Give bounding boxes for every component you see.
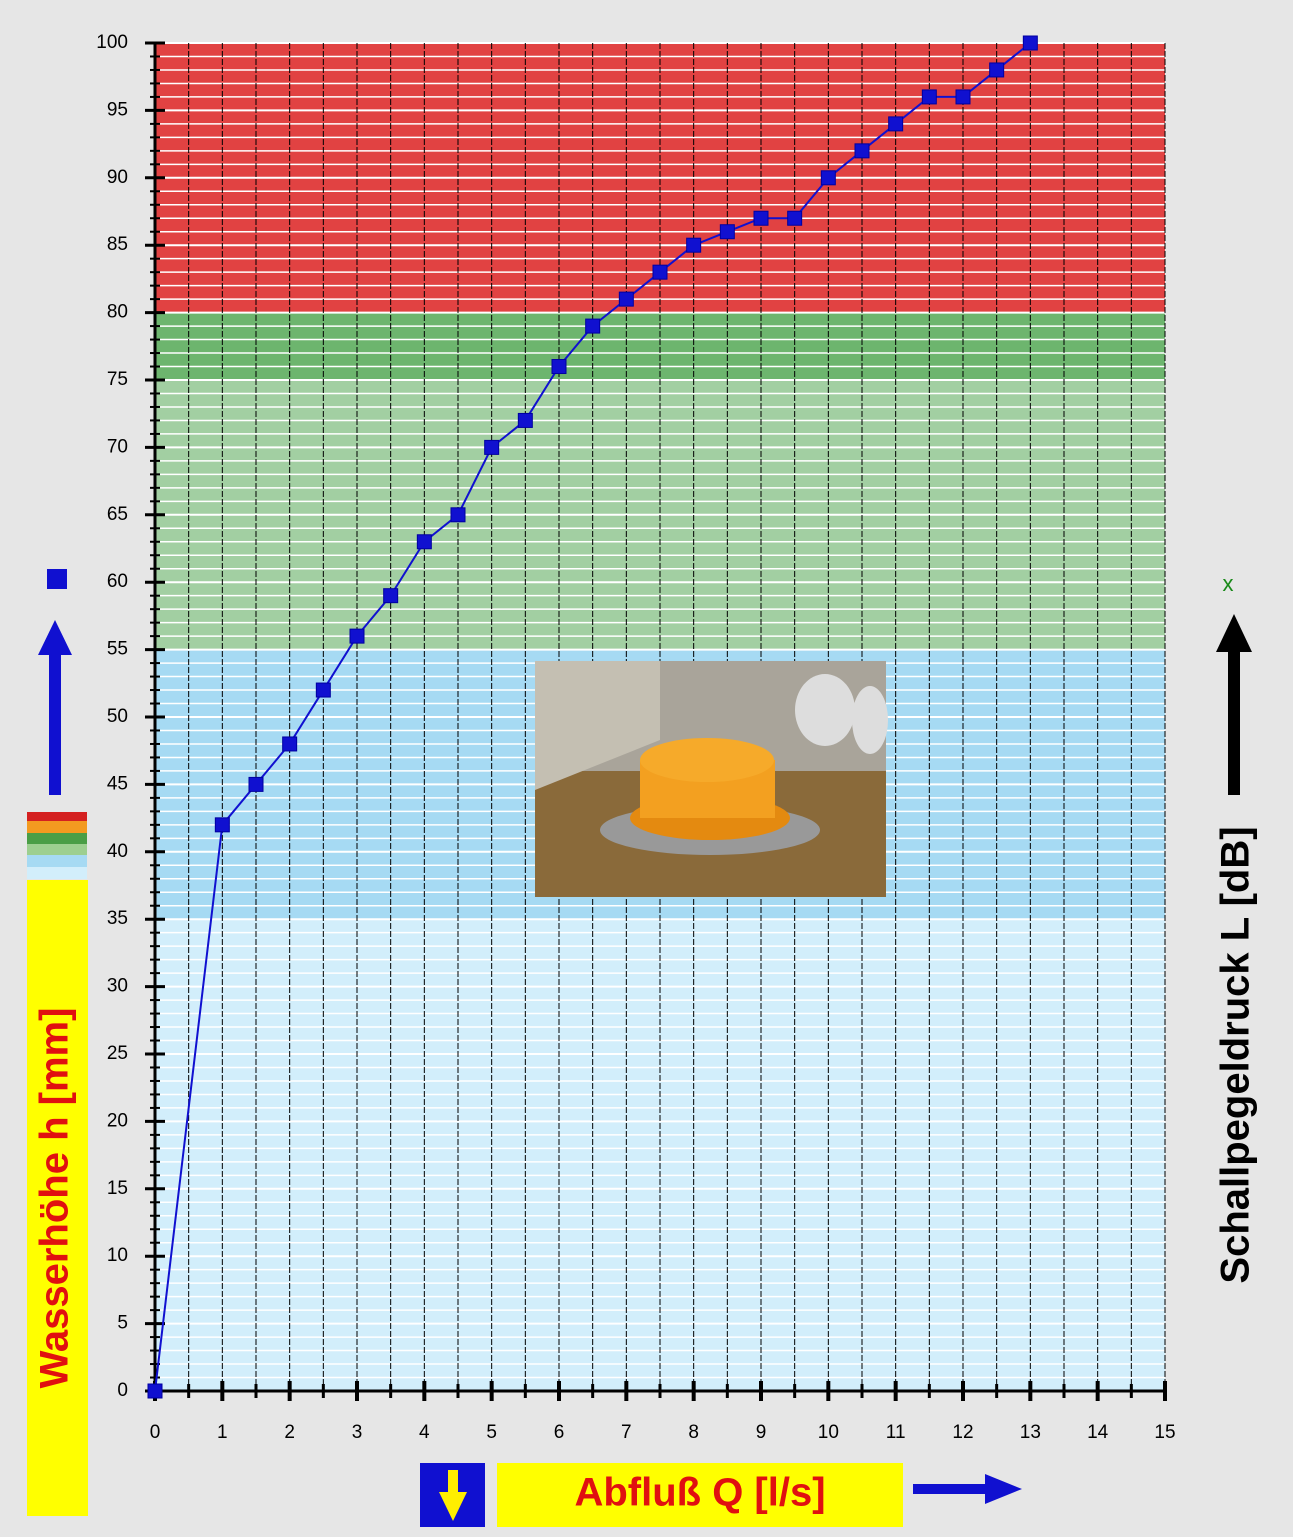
x-tick-label: 5 (486, 1422, 497, 1443)
y-tick-label: 90 (107, 167, 128, 188)
data-point (283, 737, 297, 751)
y-tick-label: 75 (107, 369, 128, 390)
x-tick-label: 4 (419, 1422, 430, 1443)
data-point (889, 117, 903, 131)
y-tick-label: 60 (107, 571, 128, 592)
x-tick-label: 0 (150, 1422, 161, 1443)
x-tick-label: 9 (756, 1422, 767, 1443)
y2-axis-label: Schallpegeldruck L [dB] (1214, 826, 1258, 1283)
legend-marker (47, 569, 67, 589)
y-tick-label: 35 (107, 908, 128, 929)
data-point (316, 683, 330, 697)
y-tick-label: 40 (107, 841, 128, 862)
x-tick-label: 10 (818, 1422, 839, 1443)
data-point (1023, 36, 1037, 50)
data-point (754, 211, 768, 225)
data-point (720, 225, 734, 239)
data-point (215, 818, 229, 832)
y-tick-label: 10 (107, 1245, 128, 1266)
y-tick-label: 20 (107, 1110, 128, 1131)
data-point (922, 90, 936, 104)
x-tick-label: 2 (284, 1422, 295, 1443)
y-tick-label: 5 (117, 1313, 128, 1334)
x-tick-label: 3 (352, 1422, 363, 1443)
data-point (821, 171, 835, 185)
data-point (956, 90, 970, 104)
data-point (148, 1384, 162, 1398)
data-point (552, 360, 566, 374)
x-tick-label: 8 (688, 1422, 699, 1443)
y-tick-label: 85 (107, 234, 128, 255)
x-tick-label: 13 (1020, 1422, 1041, 1443)
data-point (249, 777, 263, 791)
data-point (485, 440, 499, 454)
x-tick-label: 14 (1087, 1422, 1109, 1443)
data-point (384, 589, 398, 603)
x-axis-label: Abfluß Q [l/s] (574, 1471, 825, 1515)
x-tick-label: 6 (554, 1422, 565, 1443)
data-point (788, 211, 802, 225)
data-point (653, 265, 667, 279)
y-tick-label: 45 (107, 773, 128, 794)
y-tick-label: 100 (96, 32, 128, 53)
photo (535, 661, 888, 897)
y-tick-label: 95 (107, 99, 128, 120)
page: 0510152025303540455055606570758085909510… (0, 0, 1293, 1537)
x-tick-label: 7 (621, 1422, 632, 1443)
data-point (350, 629, 364, 643)
y-tick-label: 25 (107, 1043, 128, 1064)
data-point (990, 63, 1004, 77)
y-tick-label: 80 (107, 302, 128, 323)
y-tick-label: 15 (107, 1178, 128, 1199)
data-point (586, 319, 600, 333)
data-point (518, 413, 532, 427)
data-point (619, 292, 633, 306)
y-tick-label: 30 (107, 976, 128, 997)
band (155, 313, 1165, 380)
y-tick-label: 65 (107, 504, 128, 525)
data-point (451, 508, 465, 522)
x-tick-label: 12 (952, 1422, 973, 1443)
data-point (687, 238, 701, 252)
data-point (855, 144, 869, 158)
marker-note: x (1223, 571, 1234, 596)
color-legend (27, 812, 87, 879)
x-tick-label: 15 (1154, 1422, 1175, 1443)
y-tick-label: 55 (107, 639, 128, 660)
x-tick-label: 1 (217, 1422, 228, 1443)
x-tick-label: 11 (886, 1422, 906, 1443)
y-tick-label: 0 (117, 1380, 128, 1401)
y-axis-label: Wasserhöhe h [mm] (33, 1008, 77, 1389)
y-tick-label: 70 (107, 436, 128, 457)
chart: 0510152025303540455055606570758085909510… (0, 0, 1293, 1537)
y-tick-label: 50 (107, 706, 128, 727)
data-point (417, 535, 431, 549)
